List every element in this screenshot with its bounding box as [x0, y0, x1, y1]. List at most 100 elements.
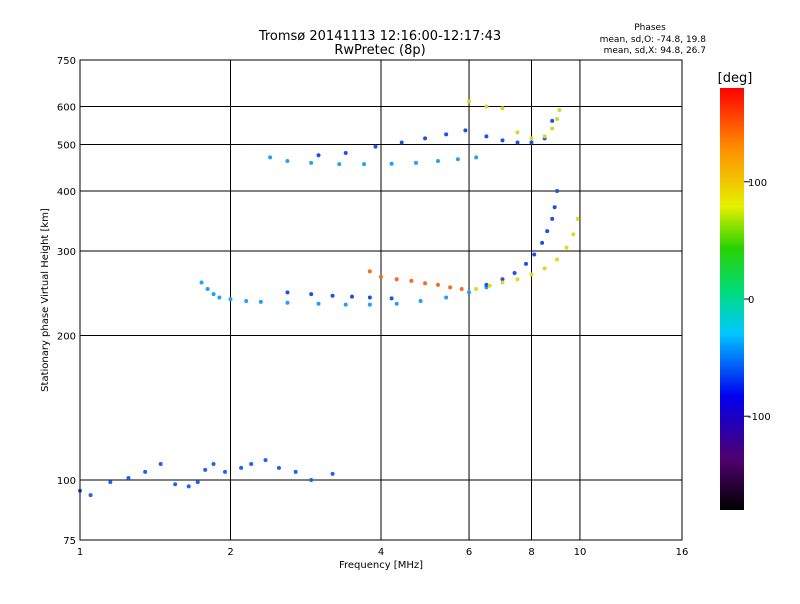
data-point [474, 287, 479, 292]
data-point [343, 302, 348, 307]
data-point [330, 471, 335, 476]
data-point [540, 240, 545, 245]
data-point [414, 160, 419, 165]
data-point [228, 297, 233, 302]
plot-frame [79, 59, 683, 541]
data-point [389, 161, 394, 166]
data-point [555, 189, 560, 194]
data-point [244, 299, 249, 304]
data-point [285, 290, 290, 295]
data-point [555, 257, 560, 262]
data-point [500, 280, 505, 285]
y-axis-label: Stationary phase Virtual Height [km] [40, 208, 51, 392]
colorbar-tick-label: 0 [748, 295, 754, 306]
data-point [557, 108, 562, 113]
data-point [367, 269, 372, 274]
data-point [158, 461, 163, 466]
data-point [467, 290, 472, 295]
data-point [203, 467, 208, 472]
data-point [435, 282, 440, 287]
data-point [484, 104, 489, 109]
data-point [515, 277, 520, 282]
colorbar-ticks: 100 0 -100 [744, 178, 771, 423]
data-point [571, 232, 576, 237]
colorbar-tick-label: -100 [748, 412, 771, 423]
data-point [550, 216, 555, 221]
data-point [423, 136, 428, 141]
data-point [394, 301, 399, 306]
data-point [211, 461, 216, 466]
data-point [467, 99, 472, 104]
data-point [455, 157, 460, 162]
data-point [542, 266, 547, 271]
stats-heading: Phases [634, 23, 666, 33]
data-point [542, 134, 547, 139]
y-tick-label: 75 [63, 536, 76, 547]
y-tick-label: 750 [57, 56, 76, 67]
data-point [268, 155, 273, 160]
x-tick-label: 16 [676, 547, 689, 558]
data-point [205, 287, 210, 292]
data-point [448, 285, 453, 290]
data-point [330, 293, 335, 298]
y-tick-label: 300 [57, 247, 76, 258]
data-point [367, 295, 372, 300]
data-point [239, 465, 244, 470]
data-point [362, 162, 367, 167]
data-point [285, 300, 290, 305]
data-point [529, 272, 534, 277]
data-point [487, 283, 492, 288]
data-point [343, 151, 348, 156]
data-point [337, 162, 342, 167]
data-point [444, 295, 449, 300]
data-point [173, 482, 178, 487]
data-point [532, 252, 537, 257]
data-point [484, 134, 489, 139]
data-point [500, 106, 505, 111]
data-point [126, 475, 131, 480]
y-tick-label: 500 [57, 141, 76, 152]
y-tick-label: 200 [57, 332, 76, 343]
data-point [515, 140, 520, 145]
data-point [309, 478, 314, 483]
x-tick-label: 1 [77, 547, 83, 558]
data-point [515, 130, 520, 135]
data-point [500, 138, 505, 143]
data-point [108, 480, 113, 485]
data-point [389, 296, 394, 301]
data-point [223, 469, 228, 474]
colorbar-label: [deg] [718, 71, 753, 86]
data-point [186, 484, 191, 489]
data-point [444, 132, 449, 137]
data-point [316, 153, 321, 158]
data-point [249, 461, 254, 466]
data-point [316, 301, 321, 306]
colorbar-tick-label: 100 [748, 178, 767, 189]
y-tick-label: 100 [57, 476, 76, 487]
y-ticks: 75 100 200 300 400 500 600 750 [57, 56, 76, 547]
stats-line-o: mean, sd,O: -74.8, 19.8 [600, 35, 707, 45]
grid-lines [80, 60, 682, 540]
data-point [529, 136, 534, 141]
data-point [211, 292, 216, 297]
data-point [555, 117, 560, 122]
data-point [500, 277, 505, 282]
data-point [263, 458, 268, 463]
data-point [550, 126, 555, 131]
x-tick-label: 8 [528, 547, 534, 558]
x-ticks: 1 2 4 6 8 10 16 [77, 547, 689, 558]
data-point [552, 205, 557, 210]
data-point [309, 160, 314, 165]
x-axis-label: Frequency [MHz] [339, 560, 423, 571]
data-point [550, 118, 555, 123]
chart-subtitle: RwPretec (8p) [334, 43, 425, 58]
data-point [367, 302, 372, 307]
data-point [399, 140, 404, 145]
data-point [143, 469, 148, 474]
data-point [394, 277, 399, 282]
data-point [564, 245, 569, 250]
x-tick-label: 10 [574, 547, 587, 558]
data-point [524, 261, 529, 266]
y-tick-label: 600 [57, 103, 76, 114]
